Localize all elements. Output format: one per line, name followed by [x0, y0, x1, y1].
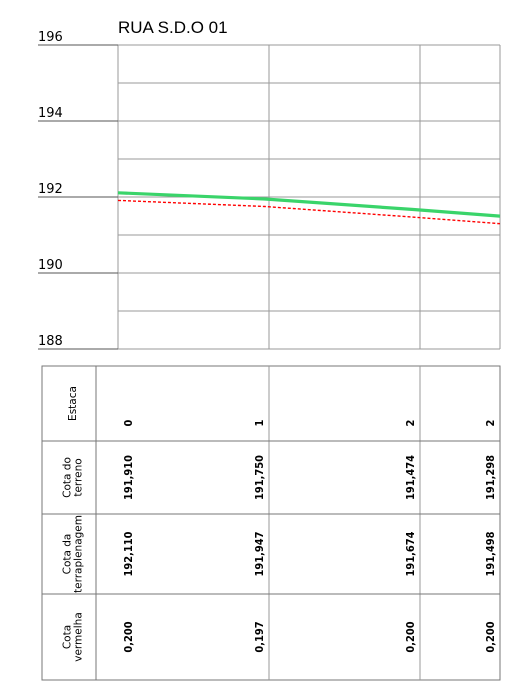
cell-value: 192,110 — [122, 531, 135, 576]
cell-estaca: 2 — [484, 419, 497, 426]
row-label-text: Estaca — [67, 386, 79, 421]
row-label-terreno: Cota do terreno — [62, 457, 85, 498]
y-tick-label: 188 — [38, 334, 63, 349]
cell-terreno: 191,750 — [253, 455, 266, 500]
y-tick-label: 192 — [38, 182, 63, 197]
table-border — [41, 365, 501, 681]
cell-value: 0,200 — [404, 621, 417, 652]
cell-vermelha: 0,200 — [122, 621, 135, 652]
y-tick-label: 194 — [38, 106, 63, 121]
cell-value: 191,750 — [253, 455, 266, 500]
row-label-text: terreno — [73, 458, 85, 496]
cell-value: 2 — [484, 419, 497, 426]
row-label-text: Cota — [62, 625, 74, 649]
chart-title: RUA S.D.O 01 — [118, 18, 228, 37]
row-label-text: terraplenagem — [73, 515, 85, 593]
row-label-estaca: Estaca — [67, 386, 79, 421]
cell-value: 191,498 — [484, 531, 497, 576]
cell-value: 191,474 — [404, 455, 417, 500]
series-terreno — [117, 199, 501, 225]
cell-terreno: 191,298 — [484, 455, 497, 500]
cell-value: 0,197 — [253, 621, 266, 652]
profile-lines — [117, 191, 501, 225]
plot-grid — [117, 44, 501, 350]
y-axis-labels: 188 190 192 194 196 — [38, 30, 118, 350]
cell-estaca: 2 — [404, 419, 417, 426]
y-tick-label: 190 — [38, 258, 63, 273]
series-terraplenagem — [117, 191, 501, 218]
cell-value: 191,910 — [122, 455, 135, 500]
row-label-text: Cota do — [62, 457, 74, 498]
cell-vermelha: 0,200 — [484, 621, 497, 652]
cell-terraplenagem: 191,947 — [253, 531, 266, 576]
y-tick-label: 196 — [38, 30, 63, 45]
cell-value: 0,200 — [484, 621, 497, 652]
row-label-vermelha: Cota vermelha — [62, 612, 85, 662]
cell-vermelha: 0,200 — [404, 621, 417, 652]
row-label-text: vermelha — [73, 612, 85, 662]
cell-terreno: 191,910 — [122, 455, 135, 500]
data-table: Estaca Cota do terreno Cota da terraplenagem… — [41, 365, 501, 681]
cell-value: 0,200 — [122, 621, 135, 652]
cell-terraplenagem: 191,674 — [404, 531, 417, 576]
cell-value: 2 — [404, 419, 417, 426]
cell-value: 191,674 — [404, 531, 417, 576]
cell-estaca: 0 — [122, 419, 135, 426]
row-label-text: Cota da — [62, 534, 74, 575]
cell-terreno: 191,474 — [404, 455, 417, 500]
cell-value: 1 — [253, 419, 266, 426]
cell-value: 191,947 — [253, 531, 266, 576]
cell-terraplenagem: 192,110 — [122, 531, 135, 576]
row-label-terraplenagem: Cota da terraplenagem — [62, 515, 85, 593]
cell-terraplenagem: 191,498 — [484, 531, 497, 576]
cell-estaca: 1 — [253, 419, 266, 426]
cell-value: 191,298 — [484, 455, 497, 500]
cell-vermelha: 0,197 — [253, 621, 266, 652]
cell-value: 0 — [122, 419, 135, 426]
